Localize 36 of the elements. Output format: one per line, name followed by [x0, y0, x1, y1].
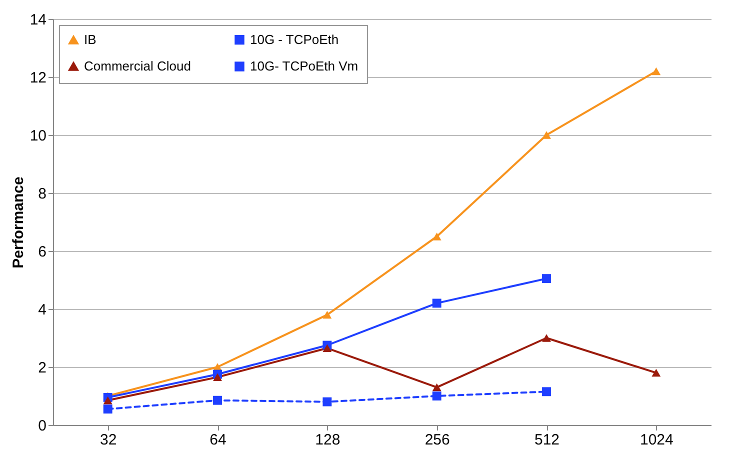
point [432, 232, 442, 240]
point [652, 67, 661, 76]
point [432, 383, 442, 392]
y-tick-label: 4 [38, 302, 46, 318]
x-tick-label: 512 [534, 432, 560, 448]
point [213, 373, 222, 382]
y-axis-title: Performance [10, 176, 27, 268]
legend-label: Commercial Cloud [84, 58, 191, 74]
x-tick-label: 64 [210, 432, 226, 448]
point [432, 392, 442, 400]
x-tick-label: 32 [100, 432, 117, 448]
legend-label: 10G- TCPoEth Vm [250, 58, 358, 74]
point [213, 396, 222, 405]
legend-label: 10G - TCPoEth [250, 32, 339, 47]
point [432, 298, 442, 308]
point [542, 387, 551, 396]
x-tick-label: 1024 [640, 432, 674, 448]
y-tick-label: 6 [38, 244, 46, 260]
point [542, 274, 551, 284]
y-tick-label: 2 [38, 360, 46, 376]
y-tick-label: 10 [30, 128, 46, 144]
y-tick-label: 14 [30, 12, 46, 28]
x-tick-label: 256 [424, 432, 450, 448]
point [322, 397, 332, 406]
point [322, 310, 332, 319]
point [103, 404, 112, 414]
legend-label: IB [84, 32, 96, 48]
point [542, 131, 551, 139]
y-tick-label: 0 [38, 418, 46, 434]
point [322, 344, 332, 352]
y-tick-label: 12 [30, 70, 46, 86]
y-tick-label: 8 [38, 186, 46, 202]
point [542, 334, 551, 342]
x-tick-label: 128 [315, 432, 340, 448]
point [103, 396, 112, 404]
point [652, 368, 661, 377]
